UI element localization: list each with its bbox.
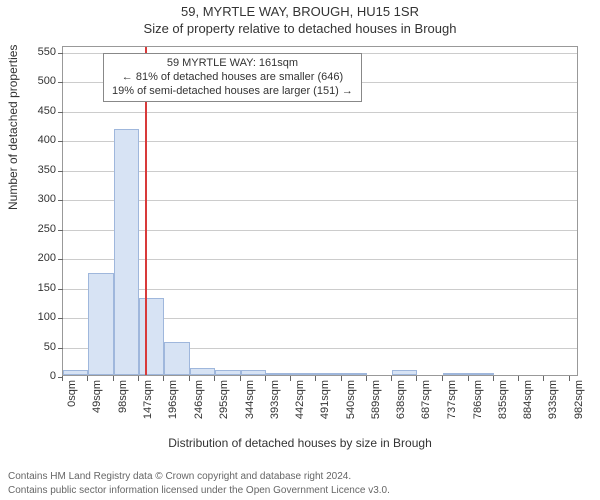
chart-area: 59 MYRTLE WAY: 161sqm ← 81% of detached … — [62, 46, 578, 412]
x-tick-mark — [366, 376, 367, 381]
gridline — [63, 171, 577, 172]
y-tick-mark — [58, 171, 63, 172]
y-tick-mark — [58, 141, 63, 142]
x-tick-label: 196sqm — [167, 380, 179, 419]
x-tick-label: 442sqm — [294, 380, 306, 419]
y-tick-label: 250 — [22, 223, 56, 235]
x-tick-mark — [163, 376, 164, 381]
y-tick-label: 50 — [22, 341, 56, 353]
x-tick-label: 49sqm — [91, 380, 103, 413]
y-tick-mark — [58, 230, 63, 231]
y-tick-mark — [58, 318, 63, 319]
y-tick-label: 350 — [22, 164, 56, 176]
y-tick-mark — [58, 289, 63, 290]
histogram-bar — [342, 373, 367, 375]
x-tick-mark — [315, 376, 316, 381]
x-tick-mark — [416, 376, 417, 381]
histogram-bar — [443, 373, 468, 375]
y-tick-label: 300 — [22, 193, 56, 205]
x-tick-label: 884sqm — [522, 380, 534, 419]
x-tick-label: 835sqm — [497, 380, 509, 419]
gridline — [63, 141, 577, 142]
y-tick-label: 550 — [22, 46, 56, 58]
histogram-bar — [63, 370, 88, 375]
y-tick-label: 500 — [22, 75, 56, 87]
x-tick-label: 786sqm — [472, 380, 484, 419]
annotation-box: 59 MYRTLE WAY: 161sqm ← 81% of detached … — [103, 53, 362, 102]
y-tick-label: 100 — [22, 311, 56, 323]
chart-title-main: 59, MYRTLE WAY, BROUGH, HU15 1SR — [0, 0, 600, 19]
y-tick-mark — [58, 200, 63, 201]
x-tick-mark — [189, 376, 190, 381]
histogram-bar — [241, 370, 266, 375]
x-tick-mark — [138, 376, 139, 381]
x-tick-mark — [240, 376, 241, 381]
y-tick-label: 400 — [22, 134, 56, 146]
y-tick-mark — [58, 82, 63, 83]
x-axis-label: Distribution of detached houses by size … — [0, 436, 600, 450]
x-tick-label: 147sqm — [142, 380, 154, 419]
x-tick-mark — [290, 376, 291, 381]
histogram-bar — [139, 298, 164, 375]
x-tick-mark — [442, 376, 443, 381]
x-tick-mark — [62, 376, 63, 381]
y-tick-mark — [58, 348, 63, 349]
x-tick-label: 982sqm — [573, 380, 585, 419]
x-tick-label: 737sqm — [446, 380, 458, 419]
y-tick-mark — [58, 259, 63, 260]
x-tick-label: 0sqm — [66, 380, 78, 407]
x-tick-mark — [468, 376, 469, 381]
x-tick-label: 295sqm — [218, 380, 230, 419]
footnote-1: Contains HM Land Registry data © Crown c… — [8, 471, 351, 482]
histogram-bar — [266, 373, 291, 375]
annotation-line-1: 59 MYRTLE WAY: 161sqm — [112, 57, 353, 71]
footnote-2: Contains public sector information licen… — [8, 485, 390, 496]
histogram-bar — [114, 129, 139, 375]
annotation-line-3: 19% of semi-detached houses are larger (… — [112, 85, 353, 99]
x-tick-mark — [518, 376, 519, 381]
x-tick-mark — [391, 376, 392, 381]
histogram-bar — [88, 273, 113, 375]
x-tick-label: 344sqm — [244, 380, 256, 419]
gridline — [63, 259, 577, 260]
x-tick-mark — [493, 376, 494, 381]
x-tick-label: 638sqm — [395, 380, 407, 419]
x-tick-mark — [214, 376, 215, 381]
y-tick-label: 200 — [22, 252, 56, 264]
y-tick-mark — [58, 112, 63, 113]
x-tick-label: 687sqm — [420, 380, 432, 419]
histogram-bar — [291, 373, 316, 375]
histogram-bar — [392, 370, 417, 375]
gridline — [63, 230, 577, 231]
x-tick-mark — [543, 376, 544, 381]
x-tick-mark — [341, 376, 342, 381]
x-tick-mark — [569, 376, 570, 381]
x-tick-label: 393sqm — [269, 380, 281, 419]
x-tick-mark — [265, 376, 266, 381]
histogram-bar — [316, 373, 341, 375]
y-axis-label: Number of detached properties — [6, 45, 20, 210]
x-tick-label: 933sqm — [547, 380, 559, 419]
x-tick-mark — [113, 376, 114, 381]
y-tick-label: 450 — [22, 105, 56, 117]
histogram-bar — [190, 368, 215, 375]
x-tick-label: 589sqm — [370, 380, 382, 419]
x-tick-label: 246sqm — [193, 380, 205, 419]
chart-title-sub: Size of property relative to detached ho… — [0, 19, 600, 36]
annotation-line-2: ← 81% of detached houses are smaller (64… — [112, 71, 353, 85]
y-tick-mark — [58, 53, 63, 54]
gridline — [63, 289, 577, 290]
histogram-bar — [469, 373, 494, 375]
y-tick-label: 150 — [22, 282, 56, 294]
y-tick-label: 0 — [22, 370, 56, 382]
gridline — [63, 200, 577, 201]
gridline — [63, 112, 577, 113]
x-tick-label: 491sqm — [319, 380, 331, 419]
x-tick-label: 540sqm — [345, 380, 357, 419]
histogram-bar — [164, 342, 190, 375]
x-tick-mark — [87, 376, 88, 381]
histogram-bar — [215, 370, 240, 375]
x-tick-label: 98sqm — [117, 380, 129, 413]
plot-region: 59 MYRTLE WAY: 161sqm ← 81% of detached … — [62, 46, 578, 376]
